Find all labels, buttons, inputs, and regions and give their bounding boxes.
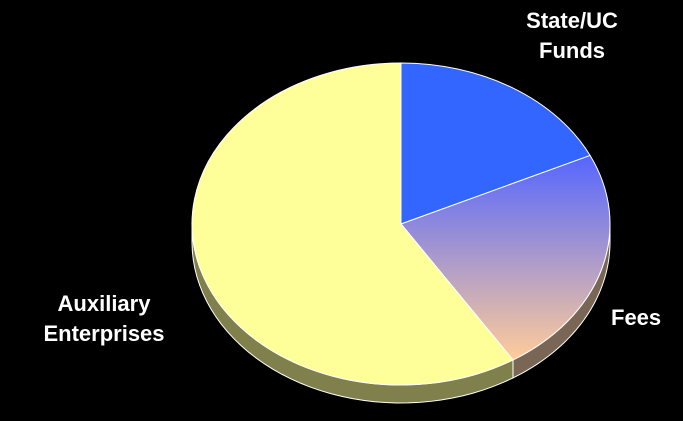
pie-labels: State/UC Funds Fees Auxiliary Enterprises [43,8,661,346]
pie-slices [191,62,611,386]
pie-label-fees: Fees [611,305,661,330]
pie-label-state-uc-funds: State/UC Funds [526,8,618,63]
pie-slice-state-uc-funds [400,62,591,225]
pie-slice-fees [400,154,611,361]
pie-slice-auxiliary-enterprises [191,62,514,386]
pie-label-auxiliary-enterprises: Auxiliary Enterprises [43,291,164,346]
